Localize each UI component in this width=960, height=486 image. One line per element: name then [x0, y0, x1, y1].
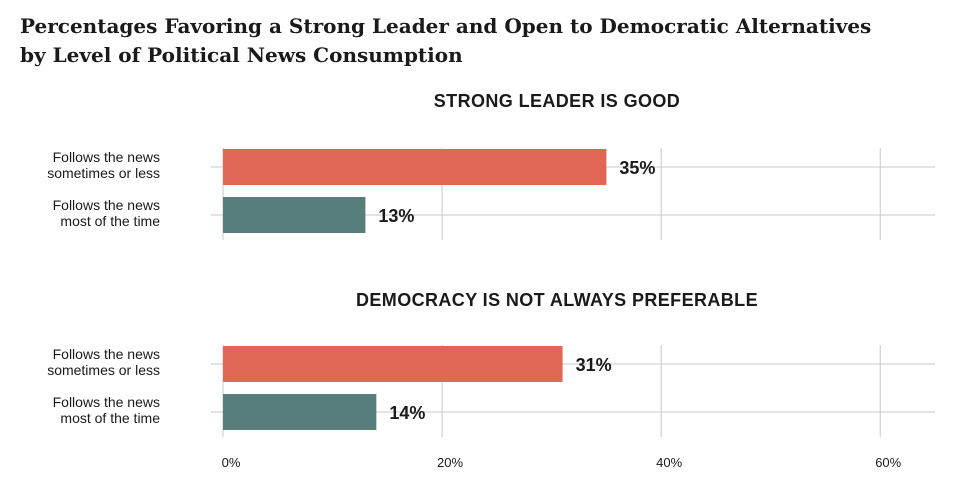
category-label-line-0-1-1: most of the time	[60, 213, 160, 229]
value-label-0-1: 13%	[378, 206, 414, 226]
category-label-line-1-0-1: sometimes or less	[47, 362, 160, 378]
category-label-line-1-1-0: Follows the news	[53, 394, 160, 410]
category-label-0-1: Follows the news most of the time	[53, 197, 161, 229]
panel-title-1: DEMOCRACY IS NOT ALWAYS PREFERABLE	[356, 290, 758, 310]
bar-0-1	[223, 197, 366, 233]
chart-title-line-1: Percentages Favoring a Strong Leader and…	[20, 14, 872, 38]
category-label-0-0: Follows the news sometimes or less	[47, 149, 160, 181]
x-tick-label-2: 40%	[656, 455, 682, 470]
bar-1-0	[223, 346, 563, 382]
value-label-1-0: 31%	[576, 355, 612, 375]
x-tick-label-1: 20%	[437, 455, 463, 470]
x-tick-label-0: 0%	[222, 455, 241, 470]
bar-1-1	[223, 394, 377, 430]
category-label-1-1: Follows the news most of the time	[53, 394, 161, 426]
chart-title: Percentages Favoring a Strong Leader and…	[20, 12, 871, 70]
category-label-line-0-0-0: Follows the news	[53, 149, 160, 165]
category-label-line-0-1-0: Follows the news	[53, 197, 160, 213]
category-label-1-0: Follows the news sometimes or less	[47, 346, 160, 378]
value-label-0-0: 35%	[619, 158, 655, 178]
category-label-line-1-0-0: Follows the news	[53, 346, 160, 362]
category-label-line-1-1-1: most of the time	[60, 410, 160, 426]
x-tick-label-3: 60%	[875, 455, 901, 470]
category-label-line-0-0-1: sometimes or less	[47, 165, 160, 181]
panel-title-0: STRONG LEADER IS GOOD	[434, 91, 680, 111]
chart-title-line-2: by Level of Political News Consumption	[20, 43, 463, 67]
bar-0-0	[223, 149, 607, 185]
value-label-1-1: 14%	[389, 403, 425, 423]
